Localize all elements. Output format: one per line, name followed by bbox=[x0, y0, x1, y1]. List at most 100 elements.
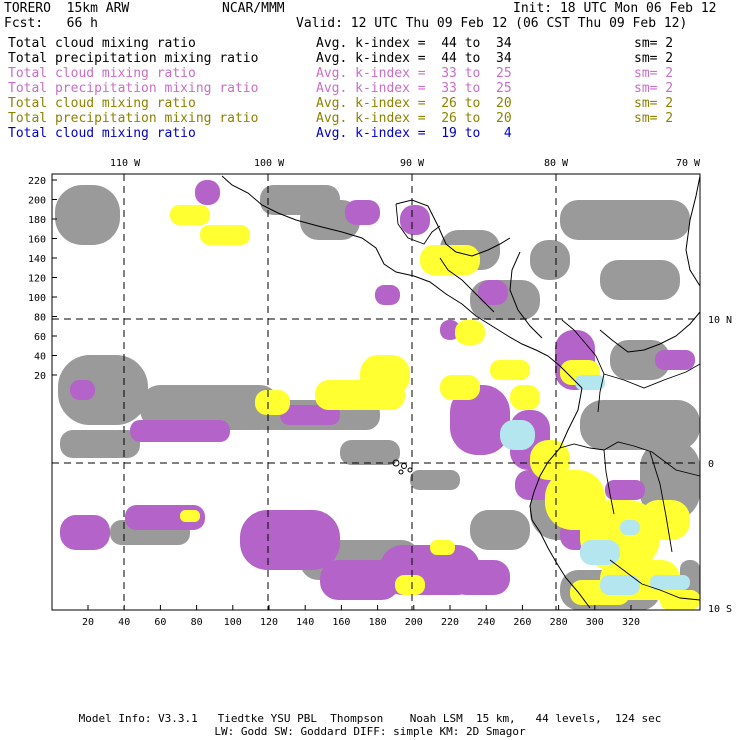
x-tick-label: 140 bbox=[296, 617, 314, 628]
x-tick-label: 280 bbox=[550, 617, 568, 628]
gray-field-patch bbox=[300, 200, 360, 240]
y-tick-label: 180 bbox=[28, 215, 46, 226]
forecast-hour: Fcst: 66 h bbox=[4, 16, 98, 31]
light-blue-field-patch bbox=[620, 520, 640, 535]
legend-sm: sm= 2 bbox=[634, 36, 674, 51]
legend-avg: Avg. k-index = 26 to 20 bbox=[316, 96, 512, 111]
legend-avg: Avg. k-index = 33 to 25 bbox=[316, 81, 512, 96]
latitude-labels: 10 N 0 10 S bbox=[708, 315, 732, 615]
gray-field-patch bbox=[640, 440, 700, 520]
yellow-field-patch bbox=[255, 390, 290, 415]
purple-field-patch bbox=[478, 280, 508, 305]
legend-sm: sm= 2 bbox=[634, 66, 674, 81]
y-tick-label: 140 bbox=[28, 254, 46, 265]
yellow-field-patch bbox=[640, 500, 690, 540]
legend-row: Total cloud mixing ratio Avg. k-index = 4… bbox=[8, 36, 734, 51]
lon-label-80w: 80 W bbox=[544, 158, 569, 169]
legend-sm: sm= 2 bbox=[634, 51, 674, 66]
gray-field-patch bbox=[55, 185, 120, 245]
purple-field-patch bbox=[375, 285, 400, 305]
y-tick-label: 120 bbox=[28, 274, 46, 285]
x-tick-label: 180 bbox=[369, 617, 387, 628]
gray-field-patch bbox=[60, 430, 140, 458]
purple-field-patch bbox=[440, 320, 460, 340]
yellow-field-patch bbox=[660, 590, 700, 610]
legend-avg: Avg. k-index = 19 to 4 bbox=[316, 126, 512, 141]
purple-field-patch bbox=[400, 205, 430, 235]
yellow-field-patch bbox=[170, 205, 210, 225]
light-blue-field-patch bbox=[600, 575, 640, 595]
x-tick-label: 200 bbox=[405, 617, 423, 628]
light-blue-field-patch bbox=[575, 375, 605, 390]
purple-field-patch bbox=[450, 560, 510, 595]
lon-label-110w: 110 W bbox=[110, 158, 141, 169]
gray-field-patch bbox=[410, 470, 460, 490]
legend-row: Total precipitation mixing ratio Avg. k-i… bbox=[8, 111, 734, 126]
x-tick-label: 300 bbox=[586, 617, 604, 628]
purple-field-patch bbox=[195, 180, 220, 205]
purple-field-patch bbox=[655, 350, 695, 370]
legend-avg: Avg. k-index = 44 to 34 bbox=[316, 51, 512, 66]
y-tick-label: 80 bbox=[34, 313, 46, 324]
yellow-field-patch bbox=[420, 245, 480, 275]
country-borders bbox=[395, 203, 701, 601]
purple-field-patch bbox=[280, 405, 340, 425]
gray-field-patch bbox=[530, 240, 570, 280]
x-tick-label: 120 bbox=[260, 617, 278, 628]
x-tick-label: 260 bbox=[513, 617, 531, 628]
yellow-field-patch bbox=[510, 385, 540, 410]
lat-label-10n: 10 N bbox=[708, 315, 732, 326]
gray-field-patch bbox=[580, 400, 700, 450]
light-blue-field-patch bbox=[580, 540, 620, 565]
valid-time: Valid: 12 UTC Thu 09 Feb 12 (06 CST Thu … bbox=[296, 16, 688, 31]
legend-sm: sm= 2 bbox=[634, 111, 674, 126]
y-grid-index-ticks: 220 200 180 160 140 120 100 80 60 40 20 bbox=[28, 176, 57, 382]
legend-sm: sm= 2 bbox=[634, 96, 674, 111]
legend-row: Total cloud mixing ratio Avg. k-index = 1… bbox=[8, 126, 734, 141]
y-tick-label: 40 bbox=[34, 352, 46, 363]
legend-avg: Avg. k-index = 33 to 25 bbox=[316, 66, 512, 81]
x-tick-label: 240 bbox=[477, 617, 495, 628]
lon-label-90w: 90 W bbox=[400, 158, 425, 169]
purple-field-patch bbox=[70, 380, 95, 400]
legend-name: Total cloud mixing ratio bbox=[8, 96, 196, 111]
purple-field-patch bbox=[240, 510, 340, 570]
legend-row: Total cloud mixing ratio Avg. k-index = 3… bbox=[8, 66, 734, 81]
lon-label-70w: 70 W bbox=[676, 158, 701, 169]
legend-sm: sm= 2 bbox=[634, 81, 674, 96]
light-blue-field-patch bbox=[650, 575, 690, 590]
gray-field-patch bbox=[560, 200, 690, 240]
lat-label-10s: 10 S bbox=[708, 604, 732, 615]
x-tick-label: 60 bbox=[154, 617, 166, 628]
yellow-field-patch bbox=[455, 320, 485, 345]
x-tick-label: 220 bbox=[441, 617, 459, 628]
yellow-field-patch bbox=[430, 540, 455, 555]
moisture-field-layer bbox=[55, 180, 700, 610]
purple-field-patch bbox=[60, 515, 110, 550]
yellow-field-patch bbox=[395, 575, 425, 595]
legend-name: Total precipitation mixing ratio bbox=[8, 111, 259, 126]
x-tick-label: 80 bbox=[191, 617, 203, 628]
legend-avg: Avg. k-index = 44 to 34 bbox=[316, 36, 512, 51]
legend-name: Total cloud mixing ratio bbox=[8, 66, 196, 81]
model-title: TORERO 15km ARW bbox=[4, 1, 130, 16]
legend-name: Total precipitation mixing ratio bbox=[8, 51, 259, 66]
legend-name: Total cloud mixing ratio bbox=[8, 126, 196, 141]
yellow-field-patch bbox=[440, 375, 480, 400]
purple-field-patch bbox=[130, 420, 230, 442]
physics-info-line: LW: Godd SW: Goddard DIFF: simple KM: 2D… bbox=[214, 725, 526, 738]
y-tick-label: 20 bbox=[34, 371, 46, 382]
light-blue-field-patch bbox=[500, 420, 535, 450]
x-grid-index-ticks: 20 40 60 80 100 120 140 160 180 200 220 240 260 280 30… bbox=[82, 605, 640, 628]
yellow-field-patch bbox=[490, 360, 530, 380]
x-tick-label: 40 bbox=[118, 617, 130, 628]
x-tick-label: 20 bbox=[82, 617, 94, 628]
purple-field-patch bbox=[605, 480, 645, 500]
y-tick-label: 220 bbox=[28, 176, 46, 187]
legend-avg: Avg. k-index = 26 to 20 bbox=[316, 111, 512, 126]
graticule bbox=[52, 174, 700, 610]
y-tick-label: 160 bbox=[28, 235, 46, 246]
legend-name: Total precipitation mixing ratio bbox=[8, 81, 259, 96]
x-tick-label: 100 bbox=[224, 617, 242, 628]
